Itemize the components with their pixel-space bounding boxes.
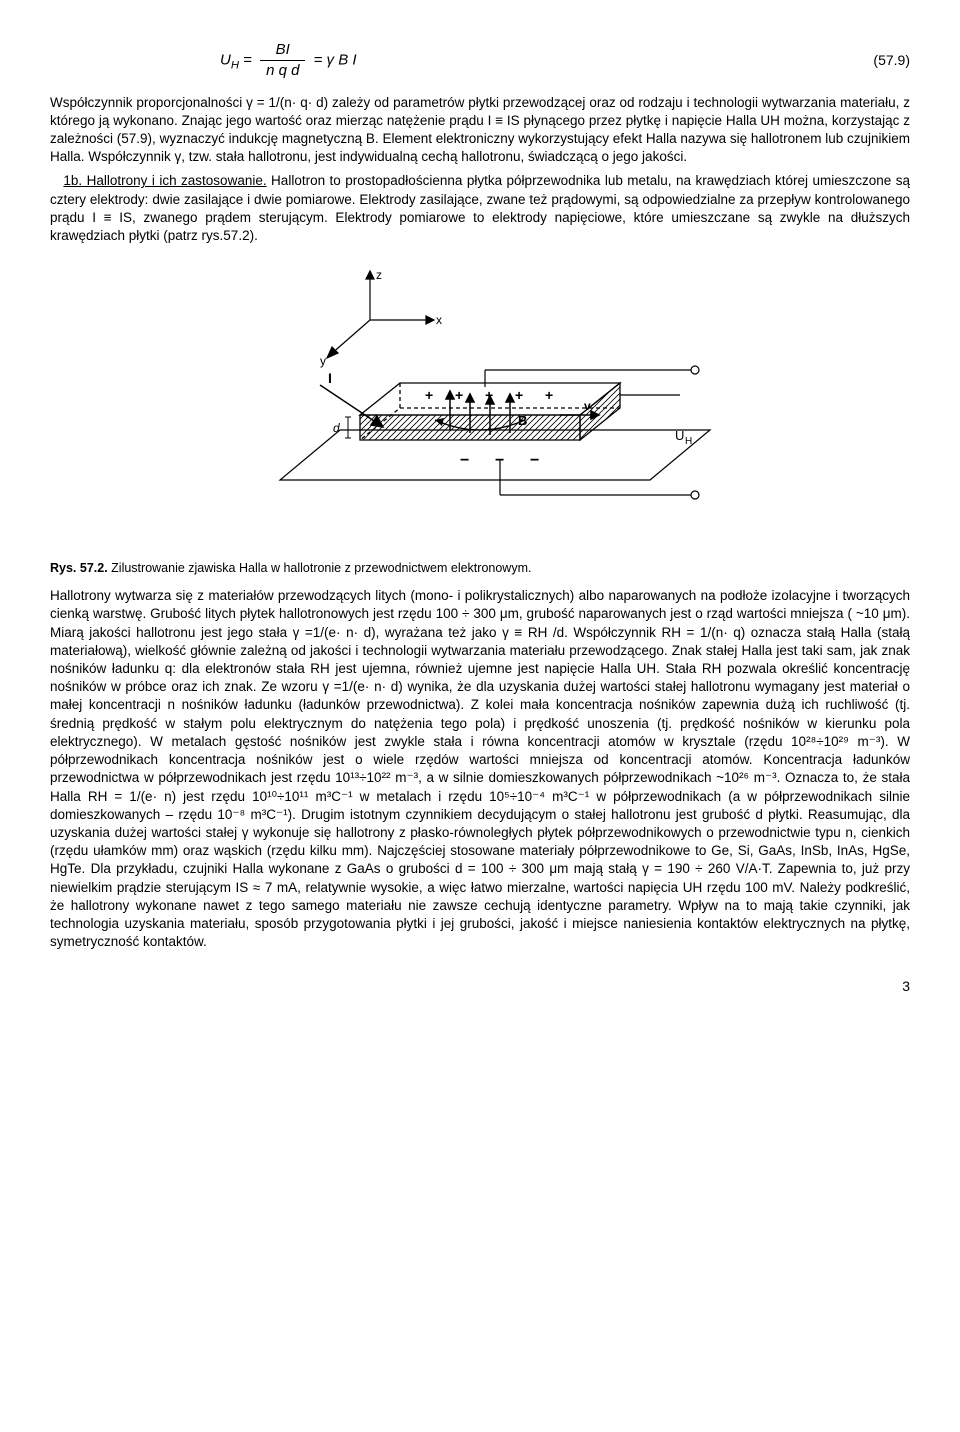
current-i-label: I xyxy=(328,370,332,386)
paragraph-1: Współczynnik proporcjonalności γ = 1/(n·… xyxy=(50,94,910,167)
uh-sub: H xyxy=(685,436,692,447)
figure-57-2: z x y + + + + + B v − xyxy=(50,265,910,545)
plus-sign: + xyxy=(425,387,433,403)
velocity-label: v xyxy=(584,399,591,413)
plus-sign: + xyxy=(545,387,553,403)
hall-effect-diagram: z x y + + + + + B v − xyxy=(220,265,740,545)
caption-text: Zilustrowanie zjawiska Halla w hallotron… xyxy=(108,561,532,575)
plus-sign: + xyxy=(515,387,523,403)
minus-sign: − xyxy=(530,452,539,469)
paragraph-2: 1b. Hallotrony i ich zastosowanie. Hallo… xyxy=(50,172,910,245)
axis-y-label: y xyxy=(320,354,326,368)
eq-lhs-sub: H xyxy=(231,60,239,72)
equation-57-9: UH = BI n q d = γ B I xyxy=(50,40,357,82)
axis-x-label: x xyxy=(436,313,442,327)
section-heading-1b: 1b. Hallotrony i ich zastosowanie. xyxy=(63,173,266,188)
plus-sign: + xyxy=(455,387,463,403)
eq-frac-bot: n q d xyxy=(260,61,305,81)
paragraph-3: Hallotrony wytwarza się z materiałów prz… xyxy=(50,587,910,951)
axis-z-label: z xyxy=(376,268,382,282)
eq-rhs: = γ B I xyxy=(314,52,357,69)
eq-frac-top: BI xyxy=(260,40,305,61)
eq-lhs: U xyxy=(220,52,231,69)
page-number: 3 xyxy=(50,977,910,996)
thickness-d-label: d xyxy=(333,421,340,435)
figure-caption: Rys. 57.2. Zilustrowanie zjawiska Halla … xyxy=(50,560,910,577)
uh-label: U xyxy=(675,428,684,443)
minus-sign: − xyxy=(460,452,469,469)
equation-number: (57.9) xyxy=(873,51,910,70)
caption-number: Rys. 57.2. xyxy=(50,561,108,575)
equation-row: UH = BI n q d = γ B I (57.9) xyxy=(50,40,910,82)
